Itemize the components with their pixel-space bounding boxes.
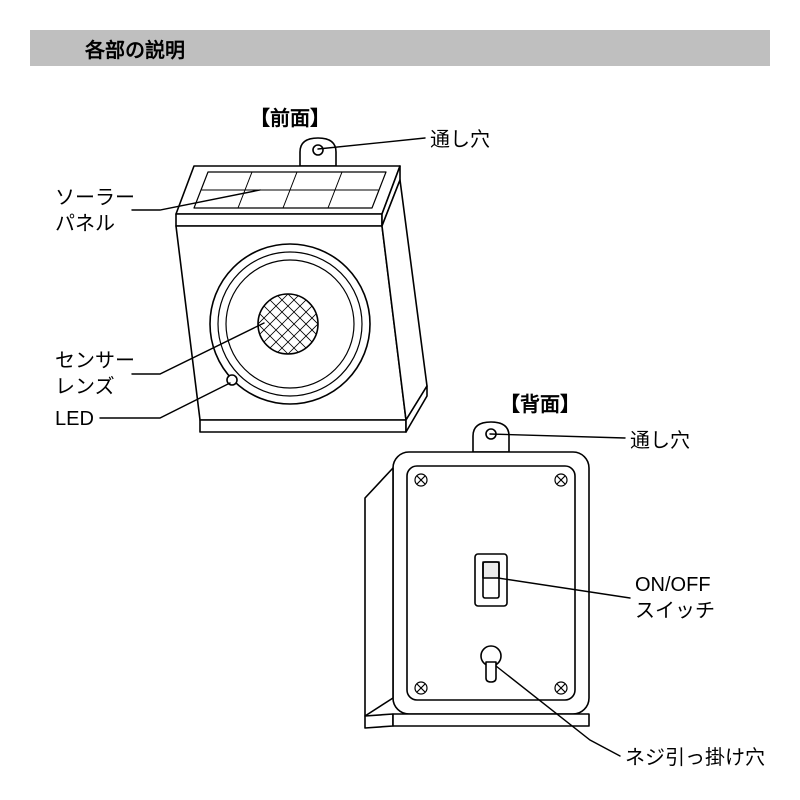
label-onoff-switch: ON/OFF スイッチ [635,572,715,624]
label-solar-panel: ソーラー パネル [55,185,135,237]
back-view-diagram [355,412,635,747]
section-title: 各部の説明 [30,34,185,63]
label-sensor-lens: センサー レンズ [55,348,135,400]
label-led: LED [55,406,94,432]
front-view-title: 【前面】 [250,102,330,131]
label-through-hole-front: 通し穴 [430,127,490,153]
label-screw-hole: ネジ引っ掛け穴 [625,745,765,771]
section-header-bar: 各部の説明 [30,30,770,66]
front-view-diagram [150,130,440,460]
label-through-hole-back: 通し穴 [630,428,690,454]
